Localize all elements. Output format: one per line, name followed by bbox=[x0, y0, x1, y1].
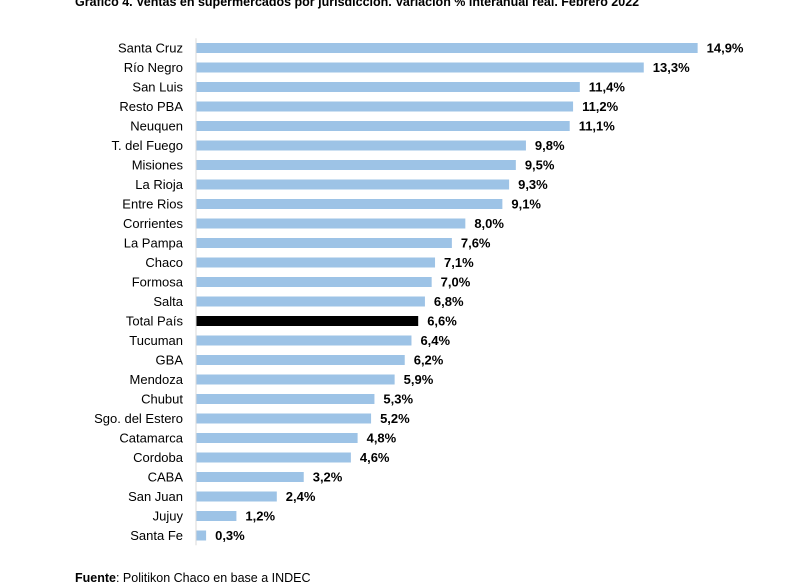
data-label: 11,2% bbox=[582, 99, 619, 114]
bar bbox=[196, 452, 351, 463]
data-label: 8,0% bbox=[474, 216, 504, 231]
category-label: Formosa bbox=[132, 275, 184, 290]
category-label: Jujuy bbox=[153, 509, 184, 524]
category-label: Corrientes bbox=[123, 216, 183, 231]
data-label: 6,2% bbox=[414, 353, 444, 368]
data-label: 11,4% bbox=[589, 80, 626, 95]
source-text: : Politikon Chaco en base a INDEC bbox=[115, 571, 311, 585]
category-label: Santa Fe bbox=[130, 528, 183, 543]
data-label: 0,3% bbox=[215, 528, 245, 543]
bar bbox=[196, 394, 375, 404]
data-label: 9,5% bbox=[525, 158, 555, 173]
category-label: Neuquen bbox=[130, 119, 183, 134]
bar bbox=[196, 238, 452, 248]
bar-highlight bbox=[196, 316, 419, 326]
category-label: Misiones bbox=[132, 158, 184, 173]
bar-chart: Santa Cruz 14,9% Río Negro 13,3% San Luis 11,… bbox=[94, 38, 744, 546]
bar bbox=[196, 296, 425, 307]
bar bbox=[196, 218, 466, 229]
category-label: San Juan bbox=[128, 489, 183, 504]
category-label: La Rioja bbox=[135, 177, 183, 192]
bar bbox=[196, 101, 574, 112]
data-label: 6,6% bbox=[427, 314, 457, 329]
bar bbox=[196, 472, 304, 482]
category-label: Cordoba bbox=[133, 450, 184, 465]
bar bbox=[196, 433, 358, 443]
category-label: Chubut bbox=[141, 392, 183, 407]
category-label: Entre Rios bbox=[122, 197, 183, 212]
data-label: 2,4% bbox=[286, 489, 316, 504]
bar bbox=[196, 335, 412, 346]
category-label: Resto PBA bbox=[119, 99, 183, 114]
category-label: GBA bbox=[156, 353, 184, 368]
data-label: 5,3% bbox=[383, 392, 413, 407]
bar bbox=[196, 530, 207, 541]
data-label: 7,6% bbox=[461, 236, 491, 251]
bar bbox=[196, 43, 698, 53]
bar bbox=[196, 62, 644, 73]
category-label: Salta bbox=[153, 294, 183, 309]
category-label: Río Negro bbox=[124, 60, 183, 75]
category-label: T. del Fuego bbox=[111, 138, 183, 153]
bar bbox=[196, 413, 372, 424]
bar bbox=[196, 82, 580, 92]
bar bbox=[196, 160, 516, 170]
data-label: 13,3% bbox=[653, 60, 690, 75]
category-label: Total País bbox=[126, 314, 184, 329]
data-label: 5,2% bbox=[380, 411, 410, 426]
data-label: 9,8% bbox=[535, 138, 565, 153]
bar bbox=[196, 121, 570, 131]
data-label: 9,1% bbox=[511, 197, 541, 212]
bar bbox=[196, 491, 277, 502]
bar bbox=[196, 374, 395, 385]
category-label: Sgo. del Estero bbox=[94, 411, 183, 426]
data-label: 3,2% bbox=[313, 470, 343, 485]
bar bbox=[196, 257, 436, 268]
source-label: Fuente bbox=[75, 571, 116, 585]
category-label: Santa Cruz bbox=[118, 41, 183, 56]
data-label: 7,0% bbox=[441, 275, 471, 290]
data-label: 1,2% bbox=[245, 509, 275, 524]
category-label: Catamarca bbox=[119, 431, 183, 446]
category-label: San Luis bbox=[132, 80, 183, 95]
data-label: 6,8% bbox=[434, 294, 464, 309]
data-label: 4,8% bbox=[367, 431, 397, 446]
bar bbox=[196, 199, 503, 209]
category-label: Mendoza bbox=[130, 372, 184, 387]
category-label: Tucuman bbox=[129, 333, 183, 348]
bar bbox=[196, 355, 405, 365]
data-label: 6,4% bbox=[420, 333, 450, 348]
category-label: Chaco bbox=[145, 255, 183, 270]
bar bbox=[196, 140, 526, 151]
data-label: 4,6% bbox=[360, 450, 390, 465]
bar bbox=[196, 179, 510, 190]
bar bbox=[196, 277, 432, 287]
bar bbox=[196, 511, 237, 521]
data-label: 9,3% bbox=[518, 177, 548, 192]
data-label: 11,1% bbox=[579, 119, 616, 134]
category-label: La Pampa bbox=[124, 236, 184, 251]
data-label: 7,1% bbox=[444, 255, 474, 270]
data-label: 14,9% bbox=[707, 41, 744, 56]
category-label: CABA bbox=[148, 470, 184, 485]
chart-title: Gráfico 4. Ventas en supermercados por j… bbox=[75, 0, 640, 9]
source-note: Fuente: Politikon Chaco en base a INDEC bbox=[75, 571, 311, 585]
data-label: 5,9% bbox=[404, 372, 434, 387]
